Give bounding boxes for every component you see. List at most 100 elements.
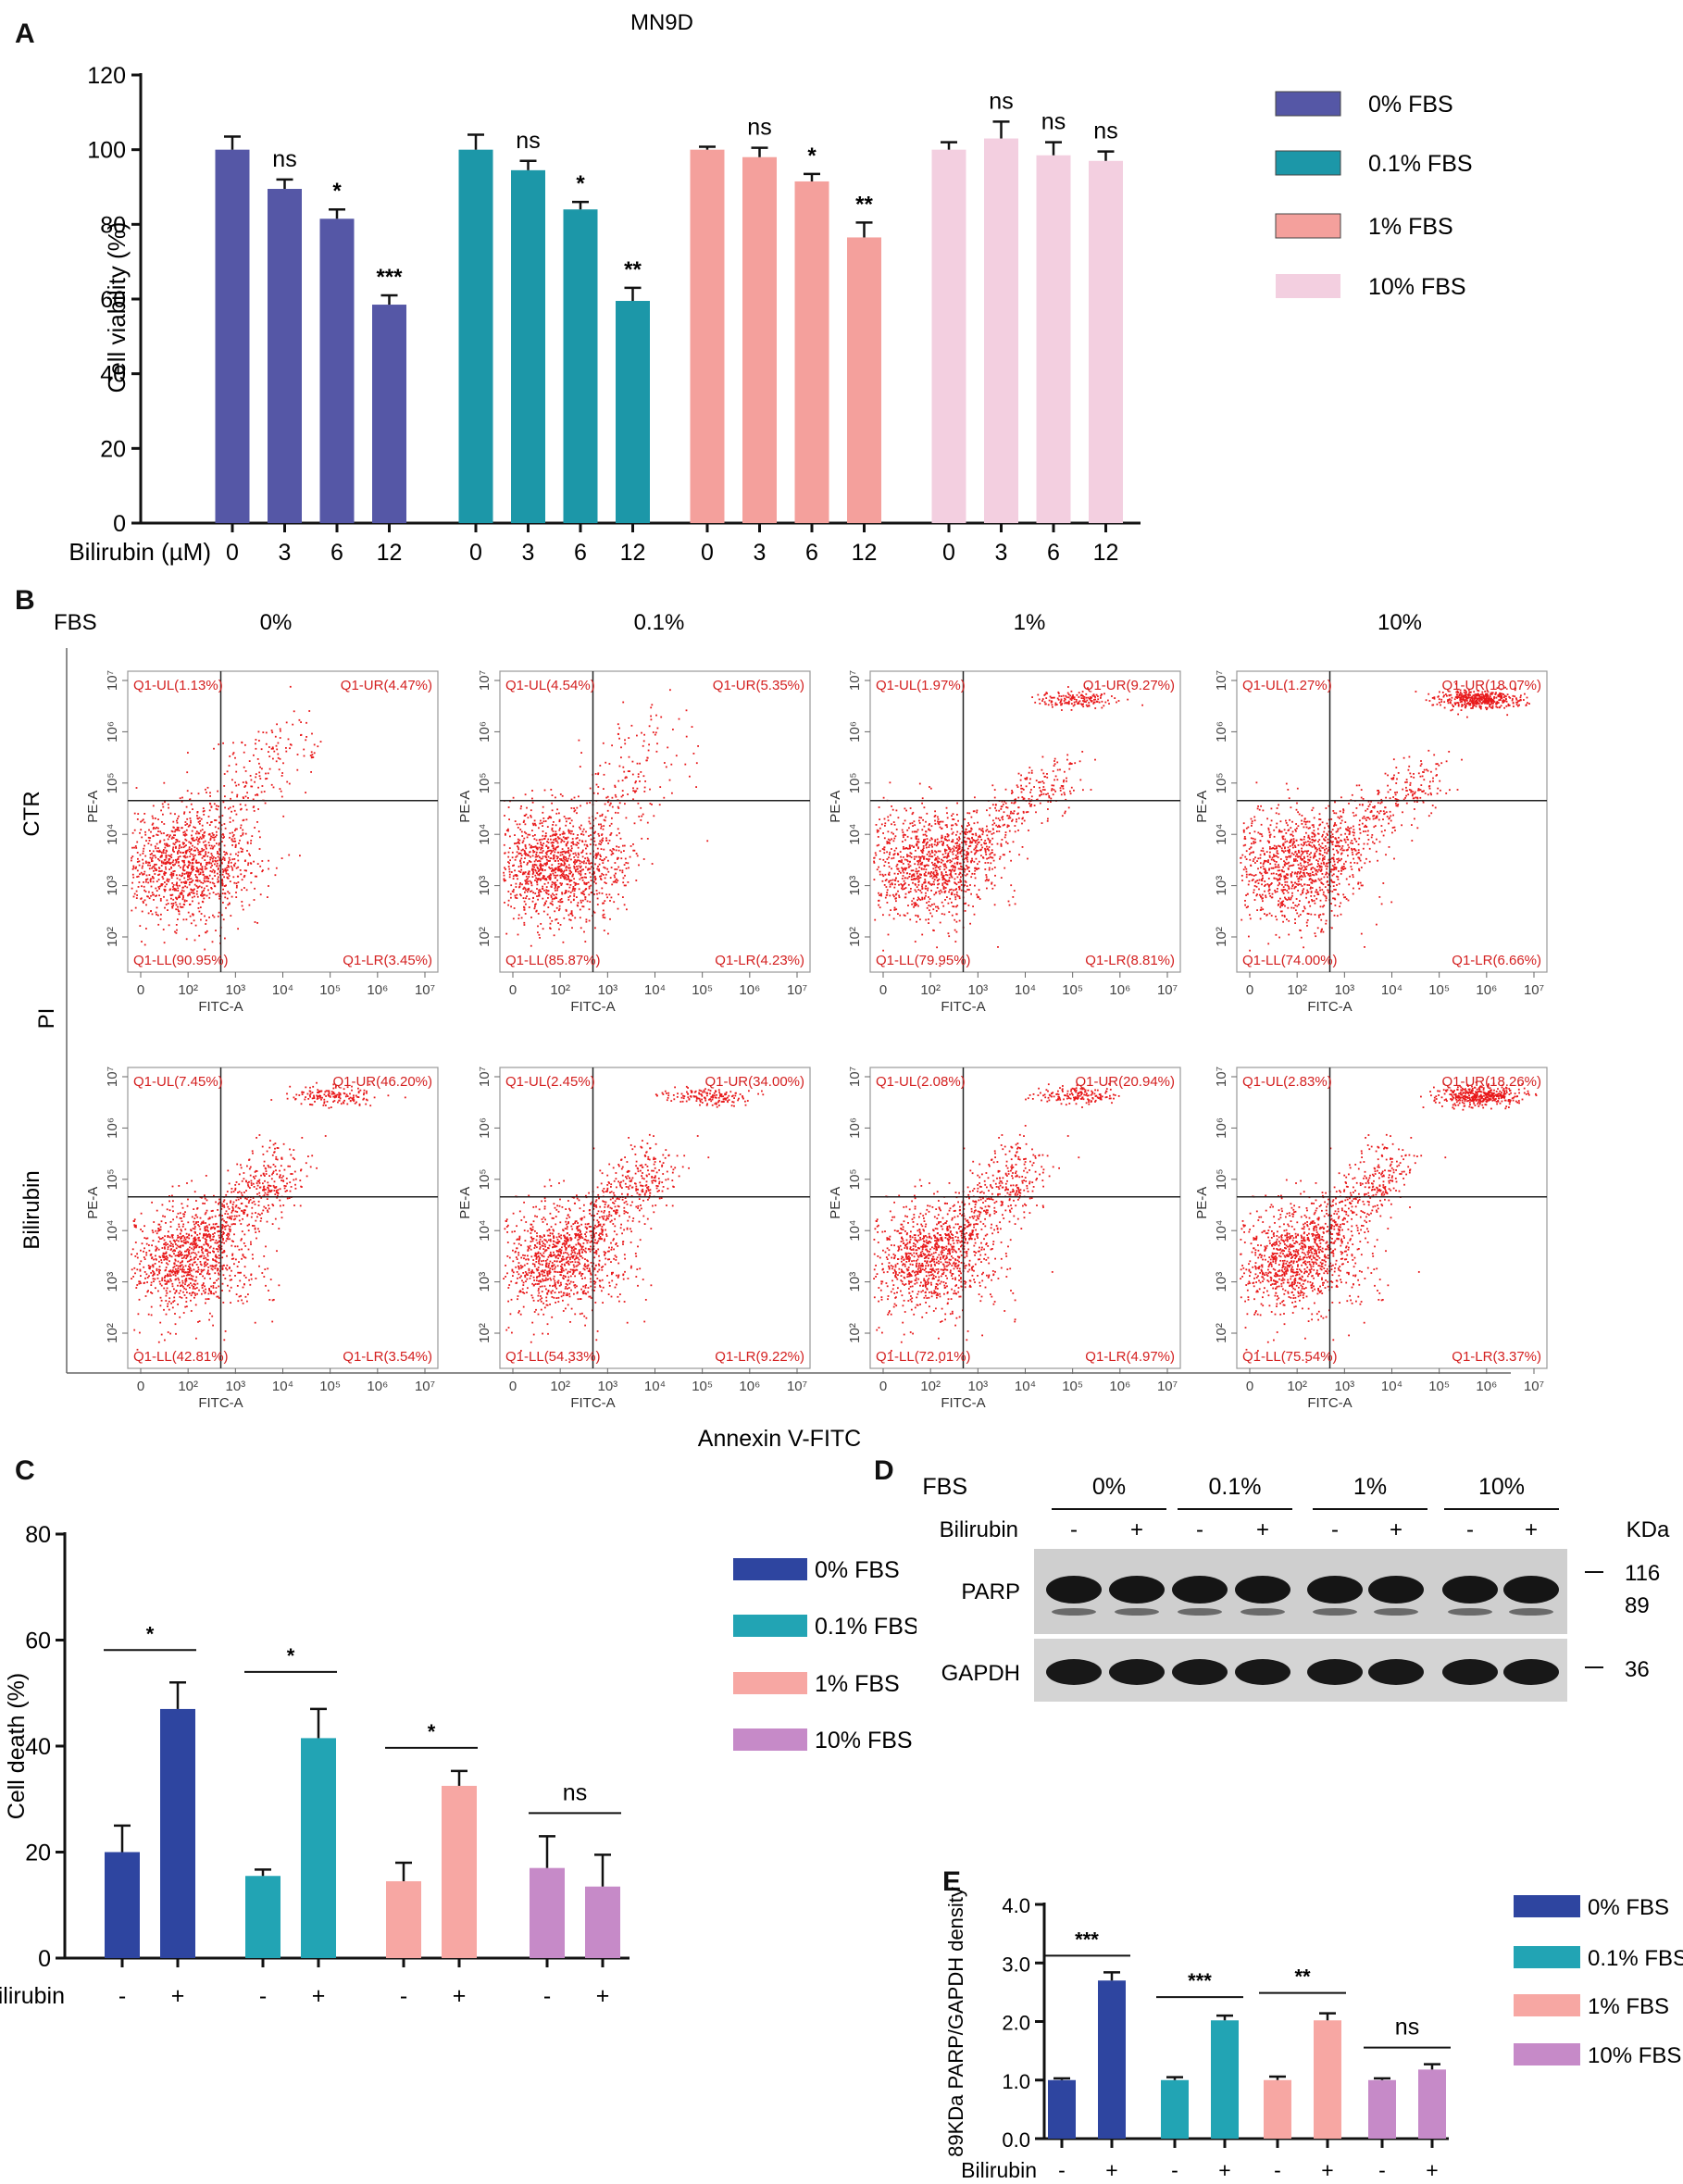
quadrant-label-ll: Q1-LL(75.54%) xyxy=(1242,1349,1338,1365)
significance-label: * xyxy=(428,1720,436,1743)
y-axis-label: 89KDa PARP/GAPDH density xyxy=(944,1887,967,2157)
bar xyxy=(984,138,1018,524)
parp-band xyxy=(1503,1576,1559,1604)
fbs-group-label: 1% xyxy=(1353,1474,1387,1500)
x-axis-label: FITC-A xyxy=(570,1395,615,1411)
y-tick-label: 10⁷ xyxy=(1214,670,1229,691)
annexin-axis-label: Annexin V-FITC xyxy=(698,1426,861,1452)
significance-label: * xyxy=(146,1622,155,1645)
scatter-plot-frame xyxy=(127,670,439,973)
quadrant-label-lr: Q1-LR(3.54%) xyxy=(343,1349,432,1365)
legend-label: 1% FBS xyxy=(1368,214,1453,240)
x-tick-label: 10⁴ xyxy=(272,1379,293,1394)
x-tick-label: 10⁴ xyxy=(1015,982,1036,998)
legend-label: 10% FBS xyxy=(815,1728,913,1753)
quadrant-label-lr: Q1-LR(9.22%) xyxy=(715,1349,804,1365)
quadrant-label-ur: Q1-UR(20.94%) xyxy=(1075,1074,1175,1090)
x-tick-label: + xyxy=(171,1983,185,2009)
x-axis-label: FITC-A xyxy=(570,999,615,1015)
x-tick-label: 6 xyxy=(805,540,818,566)
significance-label: ** xyxy=(624,257,642,282)
y-tick-label: 10⁴ xyxy=(477,1220,492,1242)
western-blot-d: FBS 0% 0.1% 1% 10% Bilirubin - + - + - + - + KDa PARP GA… xyxy=(922,1474,1670,1702)
quadrant-label-lr: Q1-LR(3.37%) xyxy=(1452,1349,1541,1365)
y-tick-label: 10² xyxy=(847,927,863,947)
x-tick-label: 12 xyxy=(377,540,403,566)
y-tick-label: 10² xyxy=(847,1323,863,1343)
y-tick-label: 10⁴ xyxy=(847,824,863,845)
x-tick-label: 0 xyxy=(1246,982,1253,998)
x-tick-label: 10⁷ xyxy=(1524,982,1544,998)
bar xyxy=(458,149,493,523)
x-tick-label: 3 xyxy=(995,540,1008,566)
y-axis-label: Cell death (%) xyxy=(4,1673,30,1819)
bilirubin-label: Bilirubin xyxy=(940,1517,1018,1542)
y-tick-label: 10⁵ xyxy=(1214,1168,1229,1190)
y-tick-label: 120 xyxy=(87,63,126,89)
y-tick-label: 10² xyxy=(477,927,492,947)
x-tick-label: 3 xyxy=(522,540,535,566)
lane-label: - xyxy=(1196,1517,1203,1542)
y-tick-label: 10⁵ xyxy=(105,772,120,793)
legend-swatch xyxy=(1275,213,1341,239)
x-tick-label: 3 xyxy=(279,540,292,566)
legend-label: 0.1% FBS xyxy=(1368,151,1473,177)
marker-36: 36 xyxy=(1625,1657,1650,1682)
row-label-ctr: CTR xyxy=(19,791,44,836)
x-tick-label: + xyxy=(453,1983,467,2009)
bar xyxy=(585,1886,620,1958)
column-header: 0% xyxy=(260,610,293,635)
quadrant-label-ll: Q1-LL(72.01%) xyxy=(876,1349,971,1365)
x-tick-label: 10⁶ xyxy=(367,1379,388,1394)
bar xyxy=(1211,2020,1239,2139)
legend-swatch xyxy=(1514,1946,1580,1968)
y-tick-label: 80 xyxy=(25,1522,51,1548)
x-tick-label: - xyxy=(1274,2158,1281,2182)
x-tick-label: 10⁵ xyxy=(1428,982,1450,998)
quadrant-label-ur: Q1-UR(4.47%) xyxy=(341,678,432,693)
x-tick-label: 10³ xyxy=(597,982,617,998)
panel-label-b: B xyxy=(15,585,35,616)
y-tick-label: 10⁵ xyxy=(105,1168,120,1190)
significance-label: ns xyxy=(563,1779,587,1805)
y-tick-label: 10⁶ xyxy=(105,721,120,743)
dot-cloud xyxy=(873,1082,1120,1364)
marker-116: 116 xyxy=(1625,1561,1660,1586)
x-tick-label: 10² xyxy=(178,982,198,998)
bar xyxy=(1036,155,1071,523)
bar xyxy=(847,237,881,523)
legend-label: 10% FBS xyxy=(1368,274,1466,300)
significance-label: * xyxy=(287,1644,295,1667)
row-label-bilirubin: Bilirubin xyxy=(19,1170,44,1249)
y-axis-label: PE-A xyxy=(1194,791,1210,823)
x-tick-label: 10⁴ xyxy=(644,1379,666,1394)
parp-band xyxy=(1235,1576,1290,1604)
x-tick-label: - xyxy=(1058,2158,1066,2182)
y-tick-label: 3.0 xyxy=(1002,1953,1030,1976)
significance-label: * xyxy=(332,179,342,204)
legend-label: 1% FBS xyxy=(1588,1994,1669,2019)
x-tick-label: 12 xyxy=(620,540,646,566)
legend-swatch xyxy=(1514,2043,1580,2065)
lane-label: + xyxy=(1390,1517,1402,1542)
y-tick-label: 10⁶ xyxy=(477,1117,492,1139)
legend-label: 0.1% FBS xyxy=(815,1614,916,1640)
x-tick-label: 10³ xyxy=(225,1379,245,1394)
y-tick-label: 2.0 xyxy=(1002,2012,1030,2035)
parp-89-band xyxy=(1178,1608,1222,1616)
x-tick-label: 10² xyxy=(178,1379,198,1394)
panel-label-c: C xyxy=(15,1455,35,1486)
y-tick-label: 100 xyxy=(87,138,126,164)
dot-cloud xyxy=(1240,1081,1538,1364)
x-tick-label: 10⁶ xyxy=(739,982,760,998)
gapdh-band xyxy=(1235,1659,1290,1685)
y-tick-label: 10³ xyxy=(1214,876,1229,896)
parp-band xyxy=(1368,1576,1424,1604)
y-tick-label: 0 xyxy=(113,511,126,537)
x-tick-label: 10⁵ xyxy=(1062,982,1083,998)
x-axis-label: FITC-A xyxy=(941,999,985,1015)
panel-label-d: D xyxy=(874,1455,894,1486)
parp-89-band xyxy=(1448,1608,1492,1616)
x-tick-label: 0 xyxy=(942,540,955,566)
x-tick-label: 10⁷ xyxy=(1524,1379,1544,1394)
